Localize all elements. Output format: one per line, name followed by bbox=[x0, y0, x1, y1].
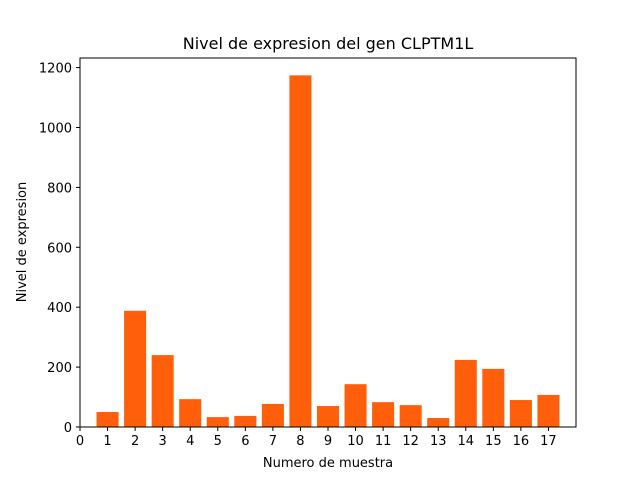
x-tick-label: 15 bbox=[485, 434, 502, 449]
y-tick-label: 1200 bbox=[39, 62, 72, 77]
y-tick-label: 800 bbox=[47, 181, 72, 196]
y-tick-label: 600 bbox=[47, 241, 72, 256]
bar-14 bbox=[454, 359, 477, 427]
x-tick-label: 3 bbox=[159, 434, 167, 449]
bar-6 bbox=[234, 415, 257, 427]
y-tick-label: 400 bbox=[47, 301, 72, 316]
bar-12 bbox=[399, 405, 422, 427]
bar-15 bbox=[482, 368, 505, 427]
x-tick-label: 13 bbox=[430, 434, 447, 449]
bar-8 bbox=[289, 75, 312, 427]
x-tick-label: 5 bbox=[214, 434, 222, 449]
bar-3 bbox=[151, 355, 174, 427]
bar-17 bbox=[537, 394, 560, 427]
bars-group bbox=[96, 75, 560, 427]
x-tick-label: 7 bbox=[269, 434, 277, 449]
x-axis-ticks: 0 1 2 3 4 5 6 7 8 9 10 11 12 13 14 15 16 17 bbox=[76, 427, 557, 449]
x-tick-label: 4 bbox=[186, 434, 194, 449]
chart-title: Nivel de expresion del gen CLPTM1L bbox=[183, 34, 474, 53]
bar-7 bbox=[261, 403, 284, 427]
bar-5 bbox=[206, 417, 229, 427]
y-tick-label: 1000 bbox=[39, 121, 72, 136]
y-axis-ticks: 0 200 400 600 800 1000 1200 bbox=[39, 62, 80, 436]
x-tick-label: 0 bbox=[76, 434, 84, 449]
x-tick-label: 2 bbox=[131, 434, 139, 449]
y-axis-label: Nivel de expresion bbox=[15, 182, 30, 303]
y-tick-label: 200 bbox=[47, 361, 72, 376]
bar-13 bbox=[427, 418, 450, 427]
x-tick-label: 10 bbox=[347, 434, 364, 449]
x-tick-label: 11 bbox=[375, 434, 392, 449]
x-tick-label: 12 bbox=[402, 434, 419, 449]
x-tick-label: 9 bbox=[324, 434, 332, 449]
bar-10 bbox=[344, 384, 367, 427]
x-tick-label: 16 bbox=[513, 434, 530, 449]
x-tick-label: 1 bbox=[103, 434, 111, 449]
x-tick-label: 6 bbox=[241, 434, 249, 449]
x-tick-label: 17 bbox=[540, 434, 557, 449]
x-tick-label: 14 bbox=[458, 434, 475, 449]
y-tick-label: 0 bbox=[64, 421, 72, 436]
bar-4 bbox=[179, 399, 202, 427]
bar-11 bbox=[372, 402, 395, 427]
x-tick-label: 8 bbox=[296, 434, 304, 449]
bar-1 bbox=[96, 412, 119, 427]
x-axis-label: Numero de muestra bbox=[263, 456, 393, 471]
bar-9 bbox=[316, 406, 340, 427]
bar-16 bbox=[509, 400, 532, 427]
bar-2 bbox=[124, 310, 147, 427]
